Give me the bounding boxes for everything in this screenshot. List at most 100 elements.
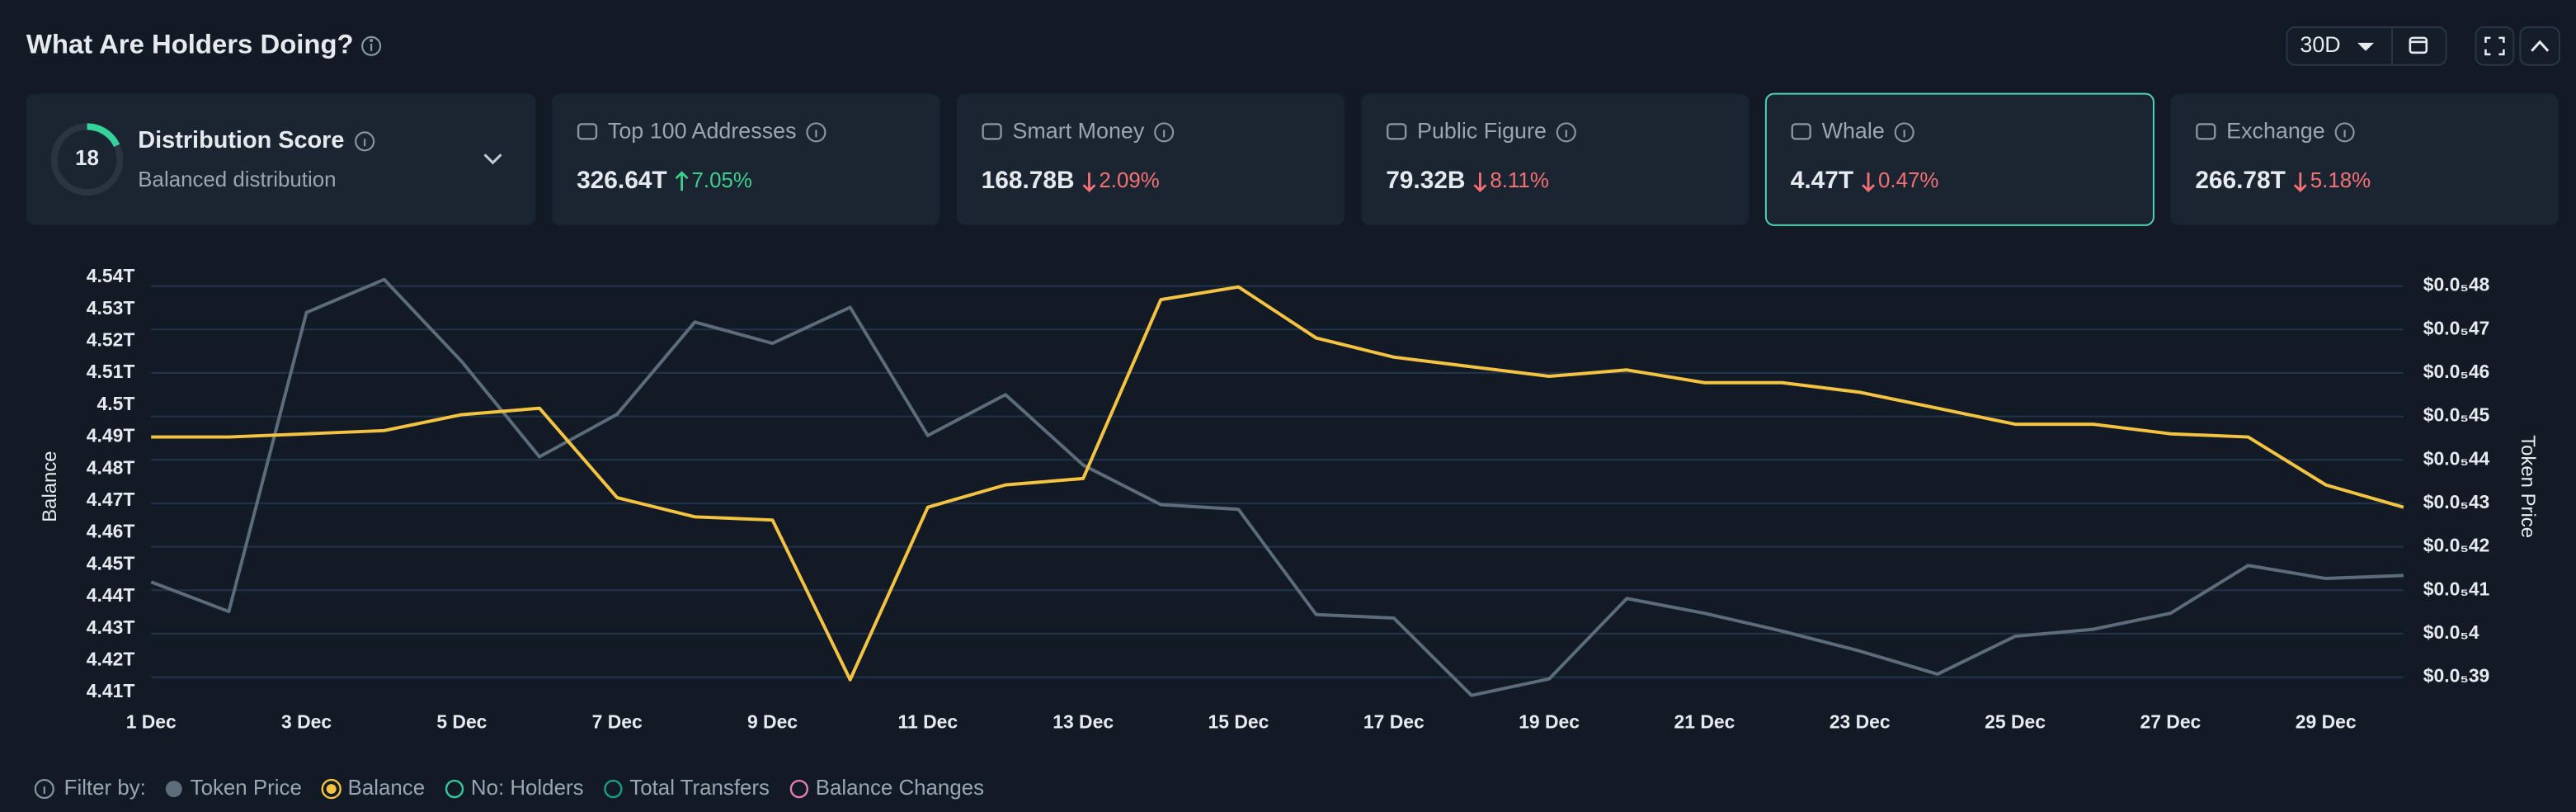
info-icon [1894,122,1914,143]
card-value: 266.78T [2195,167,2286,194]
card-change: 2.09% [1099,169,1159,192]
y-tick-label: 4.48T [87,456,135,478]
card-label: Top 100 Addresses [608,118,797,143]
y2-tick-label: $0.0₅44 [2423,447,2490,469]
x-tick-label: 1 Dec [126,710,177,732]
card-label: Smart Money [1012,118,1144,143]
card-background [1764,92,2155,226]
card-change: 5.18% [2310,169,2371,192]
card-background [1361,93,1750,225]
x-tick-label: 11 Dec [898,710,958,732]
card-value: 4.47T [1791,167,1853,194]
card-value: 168.78B [982,167,1075,194]
filter-dot [321,778,341,800]
card-change: 8.11% [1490,169,1548,192]
x-tick-label: 9 Dec [747,710,798,732]
series-line [151,285,2404,682]
y-axis-label: Balance [39,451,61,522]
y-tick-label: 4.47T [87,489,135,510]
card-background [552,93,940,225]
expand-button[interactable] [2475,26,2515,66]
y-tick-label: 4.46T [87,521,135,542]
filter-item[interactable]: Token Price [165,777,302,800]
y2-tick-label: $0.0₅46 [2423,361,2490,382]
filter-info-icon [34,779,54,800]
y-tick-label: 4.51T [87,361,135,382]
x-tick-label: 17 Dec [1363,710,1425,732]
card-value: 326.64T [577,167,667,194]
card-change: 0.47% [1878,169,1938,192]
x-tick-label: 27 Dec [2140,710,2201,732]
filter-dot [165,781,182,798]
x-tick-label: 19 Dec [1519,710,1580,732]
y2-tick-label: $0.0₅41 [2423,578,2490,599]
filter-dot [445,779,464,799]
filter-dot [604,779,623,799]
info-icon [806,122,826,143]
filter-item[interactable]: Balance [321,777,426,800]
y-tick-label: 4.42T [87,649,135,670]
info-icon [361,35,382,56]
info-icon [1154,122,1175,143]
x-tick-label: 5 Dec [436,710,487,732]
y2-tick-label: $0.0₅47 [2423,317,2490,338]
filter-text: Balance Changes [816,777,984,800]
change-arrow [1082,172,1096,193]
info-icon [2334,122,2355,143]
info-icon [1556,122,1576,143]
metric-card[interactable]: Smart Money 168.78B 2.09% [956,93,1345,225]
range-selector[interactable]: 30D [2286,26,2447,66]
x-tick-label: 13 Dec [1053,710,1114,732]
filter-item[interactable]: Balance Changes [789,777,984,800]
x-tick-label: 25 Dec [1985,710,2046,732]
y-tick-label: 4.53T [87,297,135,319]
filter-text: Token Price [191,777,302,800]
score-card[interactable]: 18 Distribution Score Balanced distribut… [26,93,536,225]
filter-text: Balance [348,777,426,800]
collapse-button[interactable] [2519,26,2561,66]
filter-dot [789,779,809,799]
change-arrow [1862,172,1876,193]
range-label[interactable]: 30D [2300,32,2340,57]
card-value: 79.32B [1386,167,1465,194]
filter-text: Total Transfers [629,777,770,800]
change-arrow [1473,172,1487,193]
y2-tick-label: $0.0₅4 [2423,621,2479,643]
metric-card[interactable]: Exchange 266.78T 5.18% [2170,93,2559,225]
x-tick-label: 7 Dec [592,710,643,732]
card-icon [982,123,1002,140]
y2-tick-label: $0.0₅43 [2423,491,2490,512]
y-tick-label: 4.49T [87,425,135,446]
filter-item[interactable]: No: Holders [445,777,584,800]
card-label: Exchange [2226,118,2325,143]
card-icon [577,123,598,140]
y2-tick-label: $0.0₅45 [2423,404,2490,426]
card-icon [1387,123,1407,140]
filter-dot [326,784,337,795]
card-icon [2196,123,2216,140]
card-label: Public Figure [1417,118,1547,143]
y-tick-label: 4.44T [87,584,135,606]
metric-card[interactable]: Public Figure 79.32B 8.11% [1361,93,1750,225]
metric-card[interactable]: Top 100 Addresses 326.64T 7.05% [552,93,940,225]
filter-item[interactable]: Total Transfers [604,777,770,800]
change-arrow [675,171,689,191]
x-tick-label: 23 Dec [1830,710,1891,732]
filter-text: No: Holders [471,777,584,800]
y-tick-label: 4.43T [87,616,135,638]
card-label: Whale [1822,118,1885,143]
metric-card[interactable]: Whale 4.47T 0.47% [1764,92,2155,226]
y2-tick-label: $0.0₅42 [2423,535,2490,556]
y2-axis-label: Token Price [2517,435,2539,538]
x-tick-label: 21 Dec [1674,710,1735,732]
x-tick-label: 3 Dec [281,710,332,732]
card-change: 7.05% [692,169,752,192]
y2-tick-label: $0.0₅39 [2423,665,2490,687]
x-tick-label: 29 Dec [2296,710,2357,732]
y-tick-label: 4.54T [87,265,135,286]
score-subtitle: Balanced distribution [138,168,336,191]
card-icon [1791,123,1811,140]
y2-tick-label: $0.0₅48 [2423,274,2490,295]
